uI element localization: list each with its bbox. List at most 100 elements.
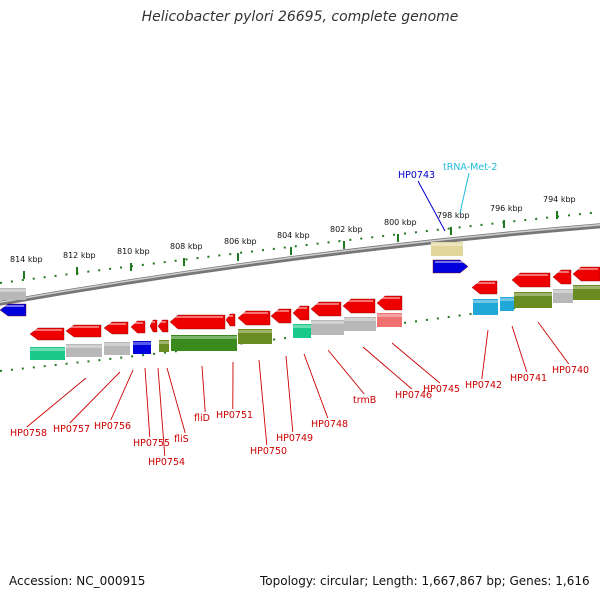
cds-box-shine	[293, 325, 311, 328]
cds-box-shine	[171, 336, 237, 339]
top-labels: HP0743 tRNA-Met-2	[398, 162, 497, 232]
gene-arrow	[130, 320, 146, 334]
cds-box	[133, 341, 151, 354]
ruler-label: 804 kbp	[277, 231, 310, 240]
ruler-track-upper	[0, 211, 600, 284]
cds-box	[293, 324, 311, 338]
cds-box-shine	[104, 343, 130, 346]
gene-label: HP0757	[53, 424, 90, 435]
label-leader-line	[285, 355, 294, 433]
cds-box-shine	[514, 293, 552, 296]
ruler-label: 798 kbp	[437, 211, 470, 220]
trna-box	[431, 242, 463, 256]
gene-arrow-shine	[474, 282, 495, 284]
top-label-leader	[459, 172, 470, 214]
cds-box-shine	[500, 298, 514, 301]
cds-box-shine	[344, 318, 376, 321]
gene-arrow	[149, 319, 158, 333]
gene-label: fliS	[174, 434, 189, 445]
gene-arrow	[376, 295, 403, 311]
ruler-label: 810 kbp	[117, 247, 150, 256]
label-leader-line	[201, 365, 206, 413]
gene-arrow-shine	[273, 310, 289, 312]
gene-arrow-shine	[295, 307, 307, 309]
gene-label: fliD	[194, 413, 210, 424]
cds-box-shine	[133, 342, 151, 345]
cds-box-shine	[473, 300, 498, 303]
label-leader-line	[110, 369, 134, 421]
cds-box	[66, 344, 102, 357]
label-leader-line	[537, 321, 570, 365]
gene-arrow-shine	[555, 271, 569, 273]
gene-arrow-shine	[106, 323, 126, 325]
cds-box	[311, 320, 344, 335]
gene-arrow-blue	[0, 303, 27, 317]
gene-arrow	[511, 272, 551, 288]
label-leader-line	[26, 377, 87, 428]
ruler-label: 812 kbp	[63, 251, 96, 260]
gene-arrow	[471, 280, 498, 295]
gene-arrow-hp0743-shine	[435, 261, 466, 263]
top-label: tRNA-Met-2	[443, 162, 497, 173]
gene-label: HP0746	[395, 390, 432, 401]
gene-arrow-shine	[575, 268, 598, 270]
gene-arrow	[292, 305, 310, 321]
gene-label: HP0754	[148, 457, 185, 468]
cds-box	[159, 340, 169, 352]
gene-box-gray-shine	[0, 289, 26, 292]
ruler-label: 800 kbp	[384, 218, 417, 227]
gene-label: HP0756	[94, 421, 131, 432]
chromosome-backbone-highlight	[0, 224, 600, 304]
ruler-label: 796 kbp	[490, 204, 523, 213]
accession-text: Accession: NC_000915	[9, 574, 146, 588]
cds-box-shine	[159, 341, 169, 344]
label-leader-line	[391, 342, 441, 384]
genome-title: Helicobacter pylori 26695, complete geno…	[141, 9, 459, 25]
gene-box-gray	[0, 288, 26, 300]
gene-label: HP0748	[311, 419, 348, 430]
top-label: HP0743	[398, 170, 435, 181]
gene-arrow	[103, 321, 129, 335]
gene-label: HP0742	[465, 380, 502, 391]
gene-label: HP0755	[133, 438, 170, 449]
cds-box-shine	[553, 290, 573, 293]
ruler-label: 794 kbp	[543, 195, 576, 204]
cds-box-shine	[30, 348, 65, 351]
gene-row-forward	[0, 242, 600, 341]
gene-arrow	[225, 313, 236, 327]
gene-label: HP0740	[552, 365, 589, 376]
gene-arrow	[342, 298, 376, 314]
gene-arrow	[29, 327, 65, 341]
gene-label: HP0745	[423, 384, 460, 395]
gene-arrow-hp0743	[432, 259, 469, 274]
gene-arrow-shine	[133, 322, 143, 324]
cds-box	[171, 335, 237, 351]
chromosome-backbone	[0, 223, 600, 306]
ruler-label: 802 kbp	[330, 225, 363, 234]
gene-arrow-shine	[228, 315, 233, 317]
gene-arrow	[65, 324, 102, 338]
label-leader-line	[258, 359, 268, 446]
label-leader-line	[166, 367, 186, 434]
cds-box-shine	[311, 321, 344, 324]
cds-box	[238, 329, 272, 344]
gene-arrow	[169, 314, 226, 330]
ruler-label: 814 kbp	[10, 255, 43, 264]
label-leader-line	[362, 346, 413, 390]
gene-label: HP0741	[510, 373, 547, 384]
ruler-labels: 814 kbp 812 kbp 810 kbp 808 kbp 806 kbp 804 k…	[10, 195, 576, 279]
gene-arrow	[310, 301, 342, 317]
gene-label: HP0750	[250, 446, 287, 457]
gene-arrow-shine	[172, 316, 223, 318]
cds-box	[377, 313, 402, 327]
gene-arrow-shine	[32, 329, 62, 331]
gene-arrow-shine	[152, 321, 155, 323]
cds-box-shine	[377, 314, 402, 317]
cds-box-shine	[573, 286, 600, 289]
cds-box	[514, 292, 552, 308]
label-leader-line	[144, 367, 151, 438]
label-leader-line	[157, 367, 166, 457]
cds-box	[573, 285, 600, 300]
